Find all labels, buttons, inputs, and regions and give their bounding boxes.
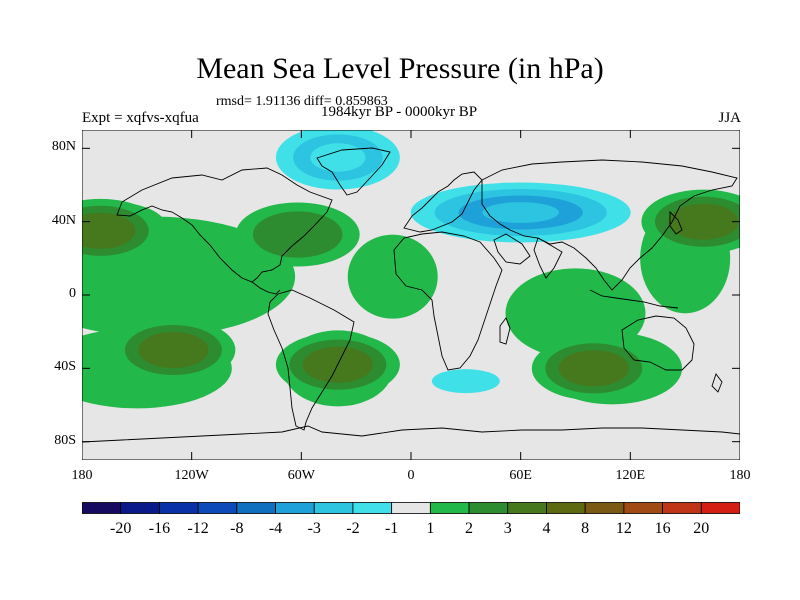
x-tick-label: 120E bbox=[615, 468, 646, 483]
map-plot bbox=[82, 130, 740, 460]
colorbar-label: 3 bbox=[503, 520, 512, 537]
south-pacific-high-level-3 bbox=[151, 338, 195, 362]
coast-antarctica bbox=[82, 425, 740, 443]
coast-asia bbox=[481, 159, 738, 291]
coast-new-zealand bbox=[711, 373, 723, 393]
x-tick-label: 60E bbox=[509, 468, 532, 483]
colorbar-box bbox=[120, 502, 160, 514]
y-tick-label: 80N bbox=[51, 139, 76, 155]
colorbar-box bbox=[662, 502, 702, 514]
colorbar-label: 20 bbox=[693, 520, 710, 537]
coast-africa bbox=[393, 231, 503, 371]
coast-japan bbox=[669, 210, 683, 235]
colorbar-label: -12 bbox=[187, 520, 209, 537]
coastlines bbox=[82, 147, 740, 443]
colorbar-label: 12 bbox=[615, 520, 632, 537]
period-label: 1984kyr BP - 0000kyr BP bbox=[321, 104, 478, 120]
pressure-field bbox=[82, 130, 740, 409]
colorbar-label: 2 bbox=[465, 520, 474, 537]
band-atlantic-tropics bbox=[347, 234, 438, 319]
eurasian-low-level-3 bbox=[482, 202, 559, 223]
colorbar-label: 16 bbox=[654, 520, 671, 537]
northwest-pacific-high-level-3 bbox=[681, 210, 726, 233]
southern-ocean-low-level-1 bbox=[444, 373, 487, 389]
coast-south-america bbox=[267, 289, 355, 431]
colorbar-label: -8 bbox=[230, 520, 244, 537]
x-tick-label: 180 bbox=[71, 468, 93, 483]
colorbar-label: -3 bbox=[307, 520, 321, 537]
north-atlantic-high-level-2 bbox=[270, 220, 326, 249]
colorbar-label: -16 bbox=[148, 520, 171, 537]
y-tick-label: 40N bbox=[51, 212, 76, 228]
colorbar-label: -4 bbox=[268, 520, 283, 537]
colorbar-box bbox=[584, 502, 625, 514]
coast-indonesia bbox=[589, 289, 679, 309]
colorbar-label: -20 bbox=[110, 520, 132, 537]
coast-greenland bbox=[316, 147, 391, 196]
colorbar bbox=[82, 502, 740, 514]
colorbar-label: -2 bbox=[346, 520, 360, 537]
colorbar-box bbox=[197, 502, 238, 514]
axis-ticks bbox=[82, 130, 740, 460]
colorbar-box bbox=[275, 502, 315, 514]
colorbar-box bbox=[468, 502, 509, 514]
colorbar-label: 1 bbox=[426, 520, 435, 537]
colorbar-label: 4 bbox=[542, 520, 551, 537]
x-tick-label: 0 bbox=[407, 468, 415, 483]
y-tick-label: 0 bbox=[69, 286, 76, 301]
colorbar-box bbox=[313, 502, 354, 514]
map-title: Mean Sea Level Pressure (in hPa) bbox=[196, 52, 604, 85]
colorbar-box bbox=[623, 502, 663, 514]
colorbar-box bbox=[159, 502, 199, 514]
colorbar-box bbox=[391, 502, 431, 514]
colorbar-box bbox=[82, 502, 122, 514]
coast-europe bbox=[403, 171, 483, 233]
x-tick-label: 180 bbox=[729, 468, 751, 483]
arctic-greenland-low-level-2 bbox=[310, 143, 366, 172]
coast-north-america bbox=[116, 167, 333, 283]
coast-australia bbox=[621, 315, 695, 371]
colorbar-box bbox=[352, 502, 393, 514]
colorbar-box bbox=[546, 502, 586, 514]
colorbar-label: -1 bbox=[384, 520, 399, 537]
colorbar-box bbox=[236, 502, 276, 514]
coast-madagascar bbox=[499, 317, 511, 345]
colorbar-box bbox=[700, 502, 740, 514]
y-tick-label: 80S bbox=[54, 432, 76, 448]
season-label: JJA bbox=[718, 110, 741, 126]
colorbar-box bbox=[429, 502, 470, 514]
experiment-label: Expt = xqfvs-xqfua bbox=[82, 110, 199, 126]
colorbar-label: 8 bbox=[581, 520, 590, 537]
x-tick-label: 120W bbox=[174, 468, 209, 483]
coast-india bbox=[533, 237, 563, 279]
coast-central-america bbox=[251, 281, 281, 295]
y-tick-label: 40S bbox=[54, 359, 76, 375]
north-pacific-high-level-3 bbox=[82, 219, 122, 242]
coast-arabia bbox=[493, 233, 531, 265]
stats-text: rmsd= 1.91136 diff= 0.859863 bbox=[216, 94, 388, 109]
south-indian-high-level-3 bbox=[572, 357, 616, 380]
colorbar-box bbox=[507, 502, 547, 514]
x-tick-label: 60W bbox=[287, 468, 315, 483]
